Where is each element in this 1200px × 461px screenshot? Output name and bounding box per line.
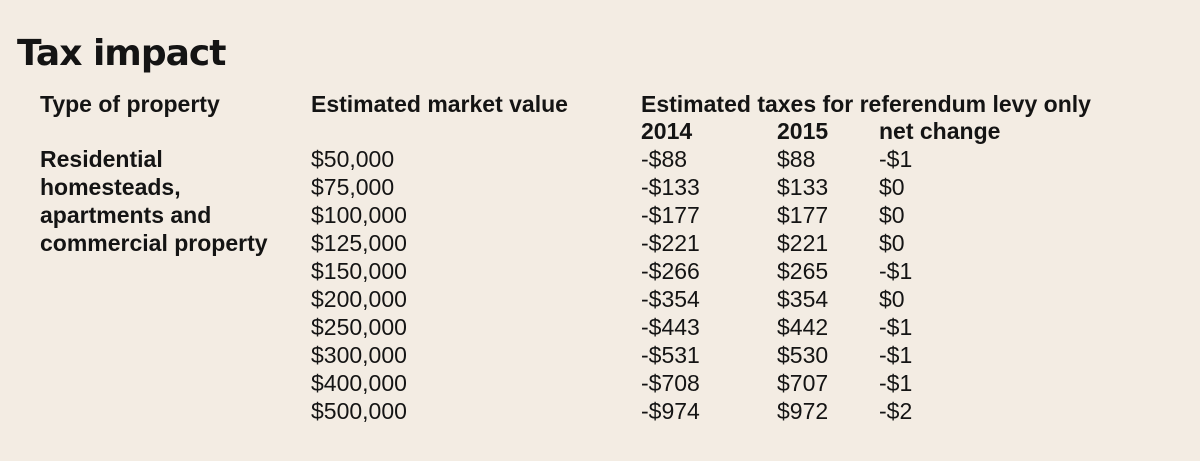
tax-2015-cell: $177 [777, 202, 829, 228]
tax-2015-cell: $133 [777, 174, 829, 200]
tax-2015-cell: $442 [777, 314, 829, 340]
table-row: $250,000 -$443 $442 -$1 [0, 313, 1200, 341]
table-row: $125,000 -$221 $221 $0 [0, 229, 1200, 257]
table-row: $400,000 -$708 $707 -$1 [0, 369, 1200, 397]
market-value-cell: $75,000 [311, 174, 395, 200]
tax-2015-cell: $354 [777, 286, 829, 312]
tax-2015-cell: $972 [777, 398, 829, 424]
table-row: $150,000 -$266 $265 -$1 [0, 257, 1200, 285]
market-value-cell: $100,000 [311, 202, 407, 228]
net-change-cell: -$1 [879, 342, 913, 368]
property-type-line: apartments and [40, 202, 212, 228]
market-value-cell: $250,000 [311, 314, 407, 340]
table-row: $100,000 -$177 $177 $0 [0, 201, 1200, 229]
tax-2014-cell: -$221 [641, 230, 700, 256]
net-change-cell: $0 [879, 174, 905, 200]
tax-2014-cell: -$531 [641, 342, 700, 368]
market-value-cell: $300,000 [311, 342, 407, 368]
table-row: $500,000 -$974 $972 -$2 [0, 397, 1200, 425]
tax-2014-cell: -$708 [641, 370, 700, 396]
tax-2014-cell: -$354 [641, 286, 700, 312]
tax-2015-cell: $221 [777, 230, 829, 256]
tax-2014-cell: -$88 [641, 146, 688, 172]
table-row: $50,000 -$88 $88 -$1 [0, 145, 1200, 173]
net-change-cell: $0 [879, 202, 905, 228]
net-change-cell: -$2 [879, 398, 913, 424]
tax-2014-cell: -$974 [641, 398, 700, 424]
property-type-line: commercial property [40, 230, 268, 256]
net-change-cell: $0 [879, 230, 905, 256]
header-2015: 2015 [777, 118, 829, 144]
market-value-cell: $200,000 [311, 286, 407, 312]
property-type-label: Residential homesteads, apartments and c… [40, 145, 268, 257]
property-type-line: homesteads, [40, 174, 181, 200]
tax-2014-cell: -$266 [641, 258, 700, 284]
net-change-cell: -$1 [879, 314, 913, 340]
page-title: Tax impact [17, 33, 226, 74]
tax-2015-cell: $88 [777, 146, 816, 172]
header-type-of-property: Type of property [40, 91, 220, 117]
net-change-cell: -$1 [879, 370, 913, 396]
header-estimated-taxes: Estimated taxes for referendum levy only [641, 91, 1091, 117]
header-net-change: net change [879, 118, 1001, 144]
tax-2014-cell: -$133 [641, 174, 700, 200]
market-value-cell: $50,000 [311, 146, 395, 172]
header-market-value: Estimated market value [311, 91, 568, 117]
tax-2015-cell: $530 [777, 342, 829, 368]
net-change-cell: $0 [879, 286, 905, 312]
tax-2015-cell: $707 [777, 370, 829, 396]
table-row: $75,000 -$133 $133 $0 [0, 173, 1200, 201]
net-change-cell: -$1 [879, 146, 913, 172]
net-change-cell: -$1 [879, 258, 913, 284]
tax-2014-cell: -$177 [641, 202, 700, 228]
table-row: $300,000 -$531 $530 -$1 [0, 341, 1200, 369]
tax-2015-cell: $265 [777, 258, 829, 284]
market-value-cell: $150,000 [311, 258, 407, 284]
header-2014: 2014 [641, 118, 693, 144]
tax-2014-cell: -$443 [641, 314, 700, 340]
property-type-line: Residential [40, 146, 163, 172]
market-value-cell: $500,000 [311, 398, 407, 424]
market-value-cell: $125,000 [311, 230, 407, 256]
market-value-cell: $400,000 [311, 370, 407, 396]
table-row: $200,000 -$354 $354 $0 [0, 285, 1200, 313]
